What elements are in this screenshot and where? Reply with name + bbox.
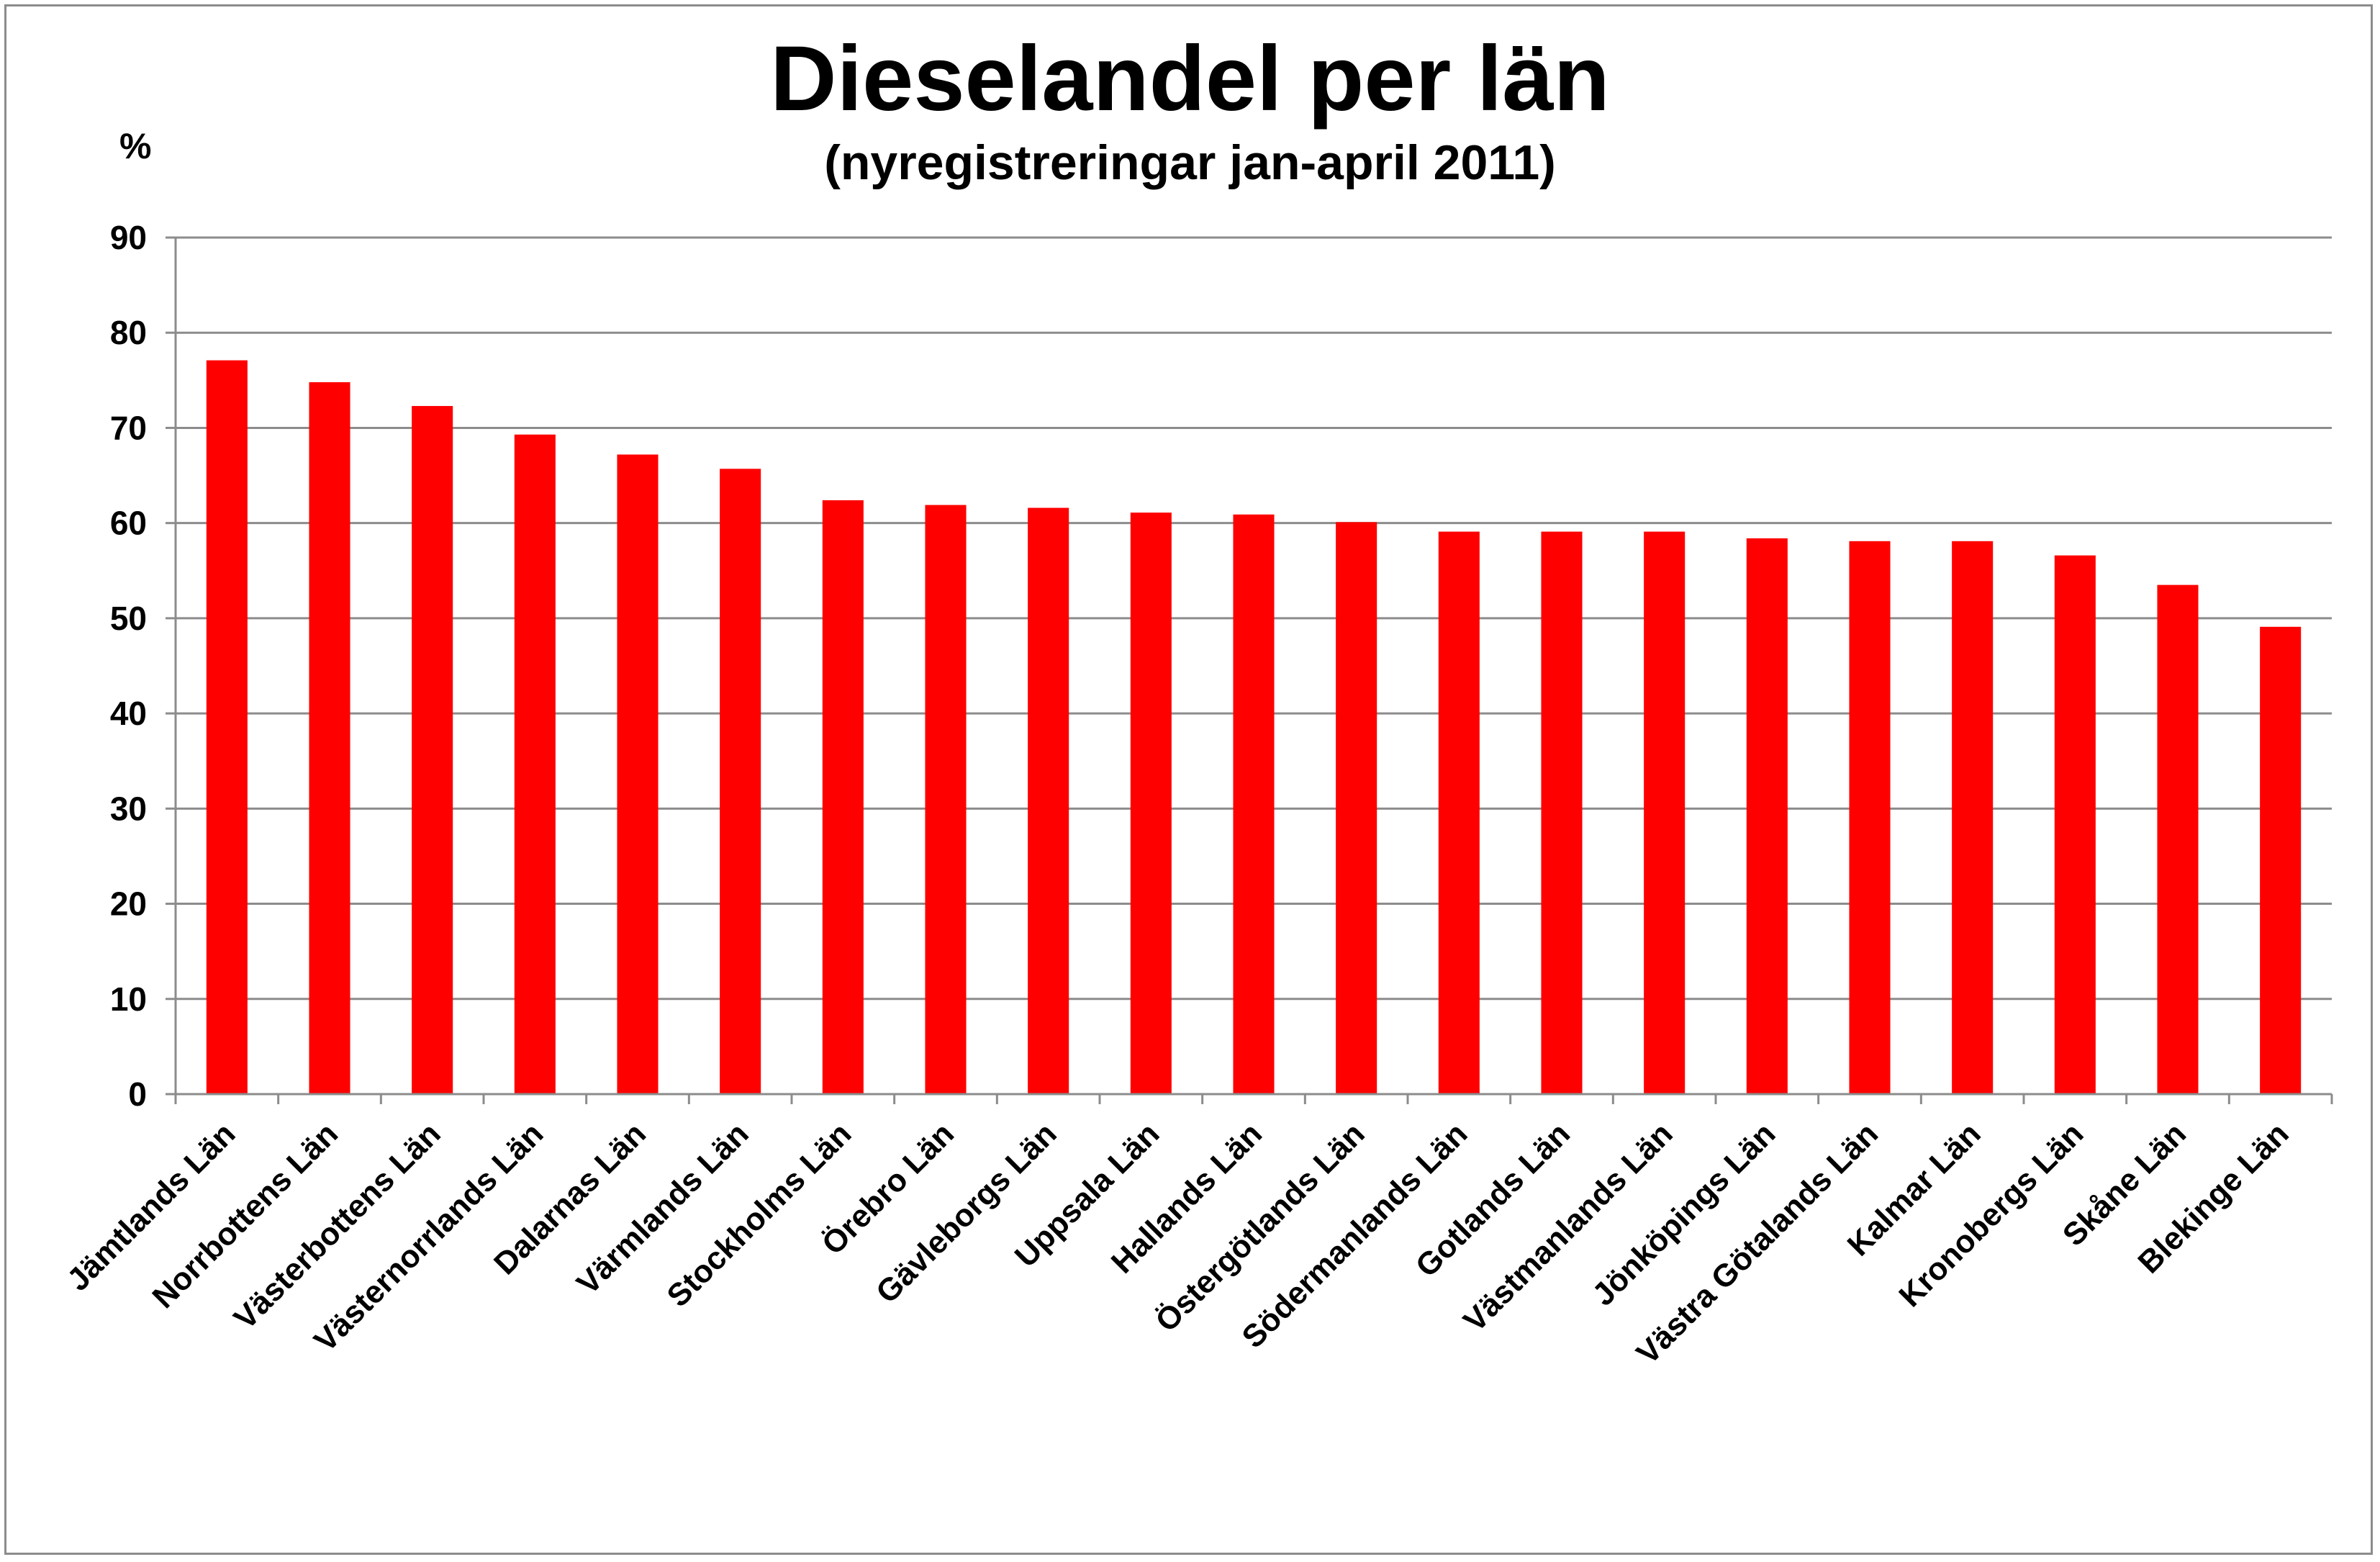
y-tick-label: 30 <box>110 790 147 827</box>
y-tick-label: 50 <box>110 600 147 637</box>
bar <box>822 500 864 1094</box>
bar <box>1746 538 1788 1094</box>
y-tick-label: 90 <box>110 219 147 256</box>
y-tick-label: 70 <box>110 409 147 446</box>
bar <box>1541 531 1583 1094</box>
y-tick-label: 60 <box>110 505 147 542</box>
x-tick-label: Stockholms Län <box>660 1116 858 1314</box>
bar <box>1130 513 1172 1094</box>
bar <box>514 434 556 1094</box>
bar <box>1644 531 1686 1094</box>
bar <box>1028 507 1069 1094</box>
y-tick-label: 0 <box>128 1075 147 1113</box>
bar <box>412 406 453 1094</box>
x-tick-label: Gävleborgs Län <box>869 1116 1064 1310</box>
bars <box>206 360 2302 1095</box>
bar <box>2260 626 2302 1094</box>
x-tick-label: Kronobergs Län <box>1892 1116 2090 1314</box>
bar <box>1336 522 1377 1094</box>
y-tick-label: 10 <box>110 980 147 1018</box>
y-axis-label: % <box>119 126 152 166</box>
bar <box>1233 514 1275 1094</box>
bar <box>309 382 350 1094</box>
bar <box>2157 584 2199 1094</box>
y-tick-label: 40 <box>110 695 147 732</box>
x-tick-label: Norrbottens Län <box>145 1116 345 1315</box>
bar <box>720 469 761 1094</box>
bar <box>925 505 967 1094</box>
bar <box>1952 541 1994 1094</box>
y-tick-label: 20 <box>110 885 147 923</box>
bar <box>206 360 248 1095</box>
y-tick-labels: 0 10 20 30 40 50 60 70 80 90 <box>110 219 147 1113</box>
chart-title: Dieselandel per län <box>770 27 1610 130</box>
axes <box>166 236 2333 1104</box>
bar <box>2054 555 2096 1094</box>
y-tick-label: 80 <box>110 314 147 351</box>
chart-subtitle: (nyregistreringar jan-april 2011) <box>824 135 1556 190</box>
x-tick-label: Jönköpings Län <box>1585 1116 1782 1312</box>
bar <box>617 454 659 1094</box>
x-tick-label: Värmlands Län <box>570 1116 756 1301</box>
bar <box>1438 531 1480 1094</box>
chart-frame <box>4 4 2373 1555</box>
bar <box>1849 541 1891 1094</box>
